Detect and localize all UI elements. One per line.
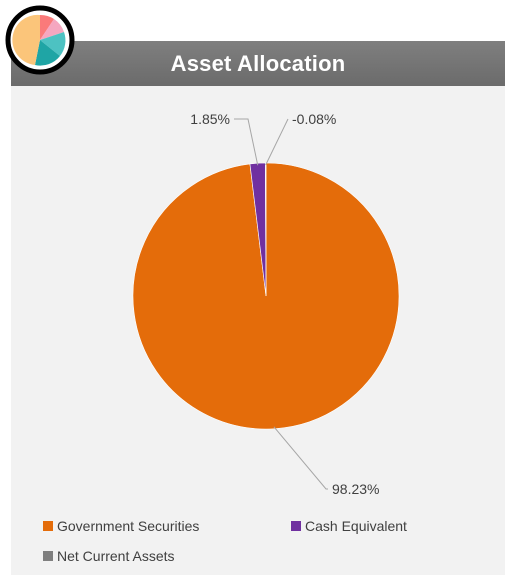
leader-line <box>234 119 258 165</box>
data-label: 1.85% <box>190 111 230 127</box>
data-label: 98.23% <box>332 481 379 497</box>
leader-line <box>266 119 288 165</box>
data-label: -0.08% <box>292 111 336 127</box>
leader-line <box>274 427 328 489</box>
